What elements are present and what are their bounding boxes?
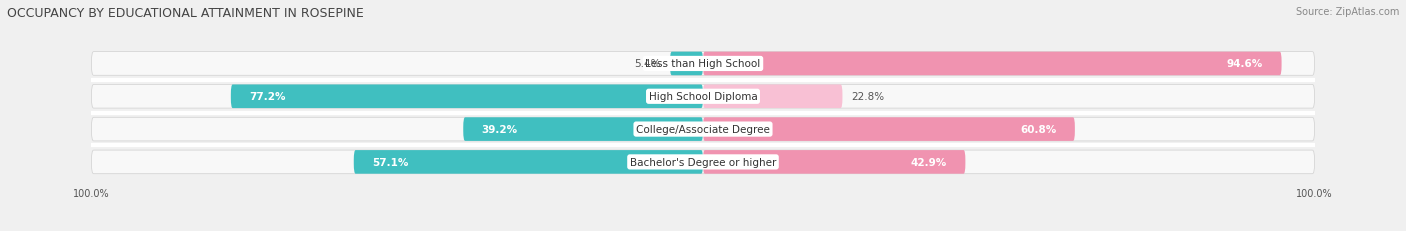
Text: 77.2%: 77.2% [249,92,285,102]
FancyBboxPatch shape [703,118,1074,141]
Text: 94.6%: 94.6% [1227,59,1263,69]
FancyBboxPatch shape [354,150,703,174]
FancyBboxPatch shape [91,118,1315,141]
Text: Source: ZipAtlas.com: Source: ZipAtlas.com [1295,7,1399,17]
FancyBboxPatch shape [703,52,1282,76]
Text: 5.4%: 5.4% [634,59,661,69]
FancyBboxPatch shape [703,85,842,109]
FancyBboxPatch shape [703,150,966,174]
Text: 39.2%: 39.2% [482,125,517,134]
Text: 42.9%: 42.9% [911,157,948,167]
FancyBboxPatch shape [91,52,1315,76]
FancyBboxPatch shape [91,150,1315,174]
Text: 22.8%: 22.8% [852,92,884,102]
Text: OCCUPANCY BY EDUCATIONAL ATTAINMENT IN ROSEPINE: OCCUPANCY BY EDUCATIONAL ATTAINMENT IN R… [7,7,364,20]
Text: 60.8%: 60.8% [1021,125,1056,134]
FancyBboxPatch shape [231,85,703,109]
Text: Less than High School: Less than High School [645,59,761,69]
FancyBboxPatch shape [91,85,1315,109]
Text: College/Associate Degree: College/Associate Degree [636,125,770,134]
FancyBboxPatch shape [463,118,703,141]
Text: High School Diploma: High School Diploma [648,92,758,102]
FancyBboxPatch shape [671,52,703,76]
Text: 57.1%: 57.1% [373,157,409,167]
Text: Bachelor's Degree or higher: Bachelor's Degree or higher [630,157,776,167]
